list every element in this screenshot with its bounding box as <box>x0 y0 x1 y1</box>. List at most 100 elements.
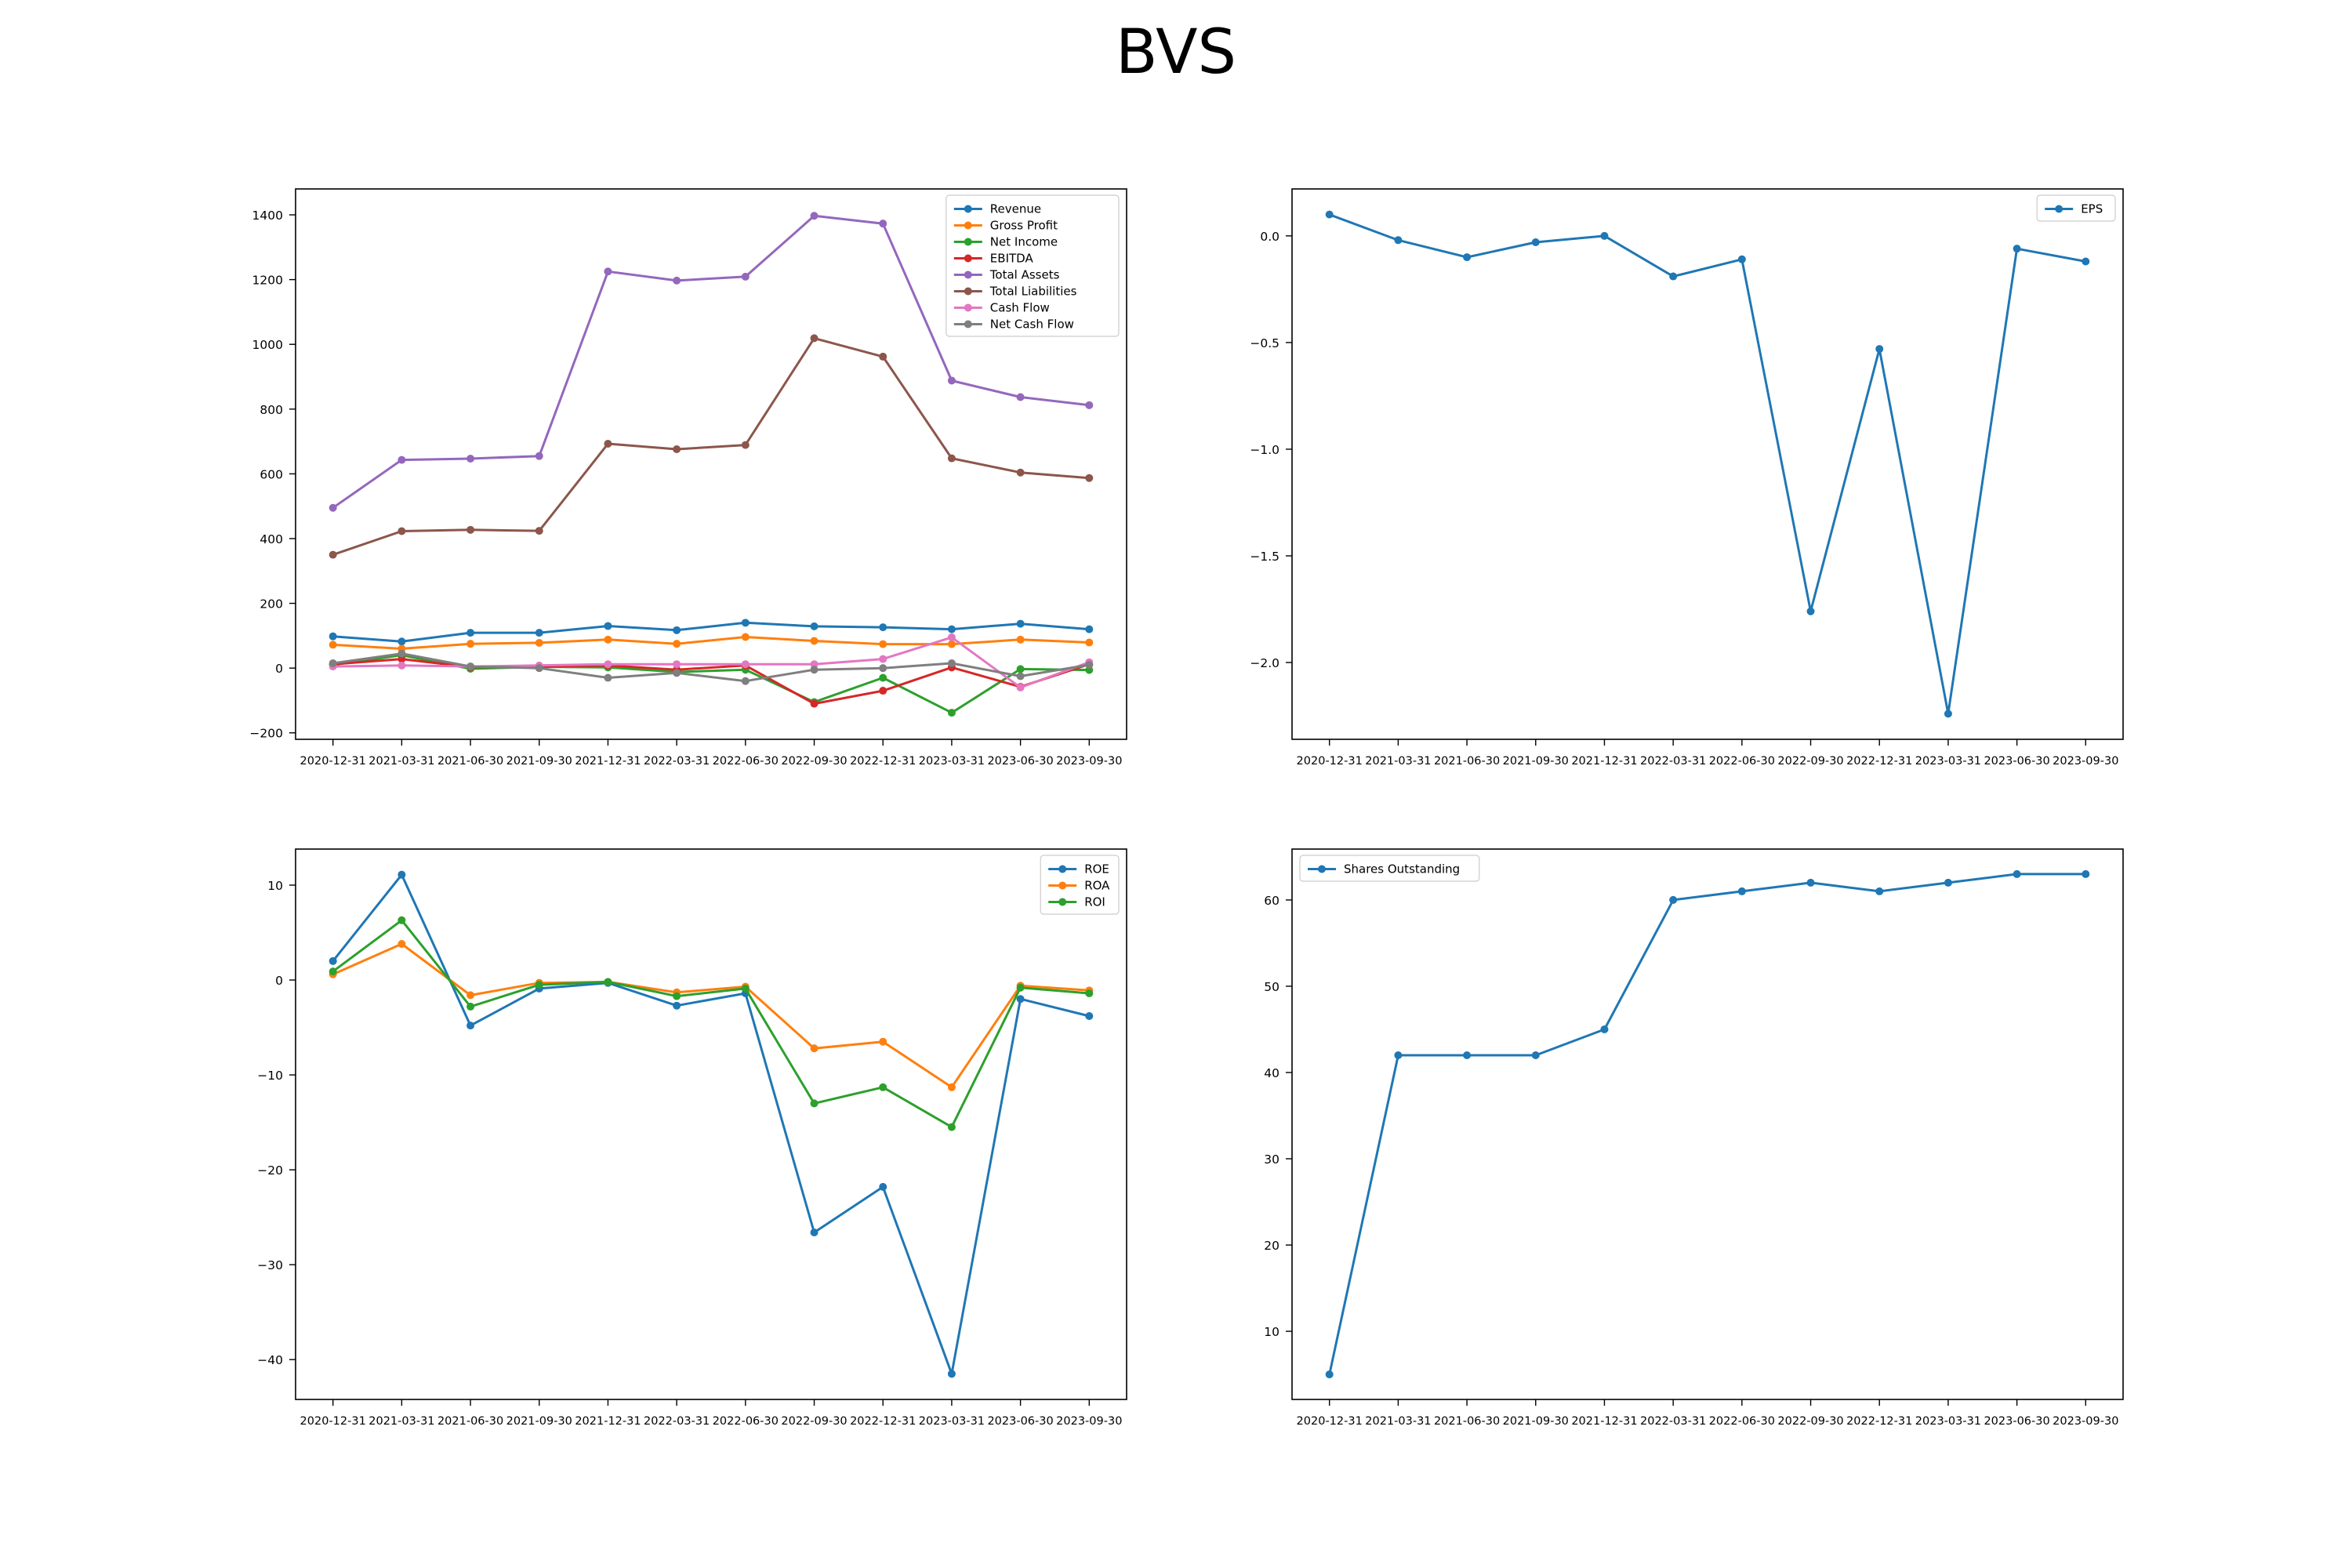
data-point-net-cash-flow <box>673 669 681 677</box>
data-point-total-assets <box>535 452 543 460</box>
axes-frame <box>1291 848 2124 1400</box>
data-point-net-income <box>947 709 956 717</box>
data-point-revenue <box>673 626 681 634</box>
y-tick-label: 10 <box>267 879 283 893</box>
data-point-gross-profit <box>673 640 681 648</box>
x-tick-label: 2023-03-31 <box>919 1415 985 1428</box>
x-tick-label: 2023-06-30 <box>1984 755 2049 768</box>
data-point-roa <box>397 940 406 949</box>
data-point-cash-flow <box>947 633 956 641</box>
series-gross-profit <box>328 633 1094 653</box>
data-point-total-assets <box>1016 393 1025 401</box>
y-tick-label: −20 <box>257 1163 283 1178</box>
x-tick-label: 2023-03-31 <box>1915 1415 1981 1428</box>
legend-marker-shares-outstanding <box>1318 865 1326 873</box>
data-point-revenue <box>741 619 750 627</box>
data-point-shares-outstanding <box>1325 1370 1334 1379</box>
data-point-total-assets <box>328 503 337 512</box>
data-point-eps <box>1806 607 1815 615</box>
x-tick-label: 2020-12-31 <box>1297 1415 1363 1428</box>
x-tick-label: 2022-09-30 <box>1777 755 1843 768</box>
chart-eps: 2020-12-31 2021-03-31 2021-06-30 2021-09-30… <box>1250 188 2124 768</box>
data-point-total-assets <box>1085 401 1094 409</box>
data-point-total-assets <box>947 376 956 385</box>
x-tick-label: 2023-03-31 <box>919 755 985 768</box>
chart-financials: 2020-12-31 2021-03-31 2021-06-30 2021-09-30… <box>249 188 1127 768</box>
axes-frame <box>295 848 1127 1400</box>
data-point-revenue <box>397 637 406 646</box>
x-tick-label: 2023-03-31 <box>1915 755 1981 768</box>
data-point-roe <box>1085 1012 1094 1021</box>
data-point-total-liabilities <box>604 439 612 448</box>
legend: EPS <box>2036 194 2116 222</box>
y-tick-label: 20 <box>1264 1239 1279 1253</box>
x-tick-label: 2021-03-31 <box>1365 755 1431 768</box>
legend-marker-roa <box>1058 881 1067 890</box>
axes-frame <box>1291 188 2124 740</box>
data-point-total-assets <box>466 454 475 463</box>
data-point-eps <box>1944 710 1952 718</box>
x-tick-label: 2023-06-30 <box>987 755 1053 768</box>
legend-label: EPS <box>2081 202 2103 216</box>
y-tick-label: 50 <box>1264 980 1279 994</box>
series-line-total-liabilities <box>332 336 1090 557</box>
series-line-shares-outstanding <box>1328 873 2086 1375</box>
legend-marker-gross-profit <box>964 221 972 230</box>
x-tick-label: 2023-09-30 <box>1056 1415 1122 1428</box>
series-line-net-cash-flow <box>332 652 1090 683</box>
legend-label: ROA <box>1084 879 1110 893</box>
series-line-revenue <box>332 621 1090 643</box>
data-point-shares-outstanding <box>1600 1025 1609 1033</box>
y-tick-label: −1.0 <box>1250 443 1279 457</box>
data-point-roi <box>1085 989 1094 997</box>
y-tick-label: 0 <box>275 662 283 676</box>
data-point-gross-profit <box>604 635 612 644</box>
x-tick-label: 2022-12-31 <box>1846 1415 1912 1428</box>
chart-returns: 2020-12-31 2021-03-31 2021-06-30 2021-09-30… <box>257 848 1127 1428</box>
data-point-cash-flow <box>741 660 750 669</box>
legend-label: ROI <box>1084 895 1105 909</box>
data-point-ebitda <box>879 687 887 695</box>
data-point-shares-outstanding <box>1737 887 1746 895</box>
data-point-roa <box>810 1044 818 1053</box>
data-point-cash-flow <box>604 660 612 669</box>
data-point-eps <box>1669 272 1678 281</box>
legend-marker-ebitda <box>964 254 972 263</box>
data-point-roe <box>1016 995 1025 1004</box>
data-point-gross-profit <box>810 637 818 645</box>
y-tick-label: 10 <box>1264 1325 1279 1339</box>
series-line-total-assets <box>332 214 1090 509</box>
data-point-total-liabilities <box>535 527 543 535</box>
data-point-eps <box>2082 257 2090 266</box>
x-tick-label: 2023-09-30 <box>1056 755 1122 768</box>
data-point-net-cash-flow <box>810 666 818 674</box>
x-tick-label: 2020-12-31 <box>300 1415 366 1428</box>
legend-label: Total Liabilities <box>989 285 1077 299</box>
x-tick-label: 2022-06-30 <box>1709 1415 1775 1428</box>
data-point-revenue <box>1016 619 1025 628</box>
x-tick-label: 2022-06-30 <box>713 1415 779 1428</box>
x-tick-label: 2021-03-31 <box>1365 1415 1431 1428</box>
legend-label: Net Income <box>990 235 1058 249</box>
data-point-total-liabilities <box>397 527 406 535</box>
figure-title: BVS <box>1116 17 1236 88</box>
series-shares-outstanding <box>1325 869 2090 1379</box>
legend-frame <box>946 194 1120 337</box>
y-tick-label: 60 <box>1264 894 1279 908</box>
series-line-eps <box>1329 213 2086 715</box>
data-point-roa <box>947 1083 956 1091</box>
data-point-cash-flow <box>673 660 681 669</box>
data-point-eps <box>1463 253 1472 262</box>
data-point-gross-profit <box>328 641 337 649</box>
data-point-shares-outstanding <box>1394 1051 1403 1059</box>
data-point-cash-flow <box>810 660 818 669</box>
data-point-roi <box>879 1083 887 1091</box>
x-tick-label: 2023-06-30 <box>1984 1415 2049 1428</box>
x-tick-label: 2022-03-31 <box>1640 755 1706 768</box>
y-tick-label: 0 <box>275 974 283 988</box>
data-point-ebitda <box>397 655 406 663</box>
data-point-shares-outstanding <box>1463 1051 1472 1059</box>
x-tick-label: 2020-12-31 <box>300 755 366 768</box>
legend-marker-net-income <box>964 238 972 246</box>
data-point-eps <box>1394 236 1403 245</box>
